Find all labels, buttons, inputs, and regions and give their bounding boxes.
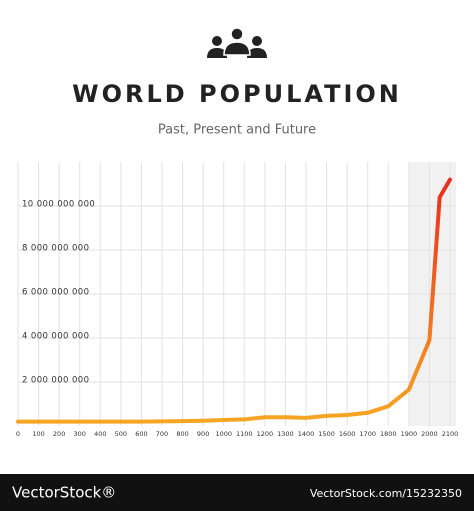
x-tick-label: 800 <box>176 430 188 438</box>
y-tick-label: 2 000 000 000 <box>22 376 89 386</box>
x-tick-label: 1300 <box>277 430 294 438</box>
x-tick-label: 200 <box>53 430 65 438</box>
y-tick-label: 4 000 000 000 <box>22 332 89 342</box>
x-tick-label: 1200 <box>257 430 274 438</box>
y-tick-label: 6 000 000 000 <box>22 288 89 298</box>
x-tick-label: 1700 <box>359 430 376 438</box>
chart-title: WORLD POPULATION <box>72 80 402 108</box>
x-tick-label: 600 <box>135 430 147 438</box>
x-tick-label: 1600 <box>339 430 356 438</box>
x-tick-label: 500 <box>115 430 127 438</box>
x-tick-label: 100 <box>32 430 44 438</box>
y-tick-label: 8 000 000 000 <box>22 244 89 254</box>
population-line <box>16 177 452 424</box>
x-tick-label: 1000 <box>215 430 232 438</box>
x-tick-label: 700 <box>156 430 168 438</box>
x-tick-label: 2100 <box>442 430 459 438</box>
watermark-bar <box>0 474 474 511</box>
y-tick-label: 10 000 000 000 <box>22 200 95 210</box>
people-icon <box>207 27 267 58</box>
watermark-id: VectorStock.com/15232350 <box>310 487 462 500</box>
x-tick-label: 400 <box>94 430 106 438</box>
chart-subtitle: Past, Present and Future <box>158 123 316 138</box>
x-tick-label: 2000 <box>421 430 438 438</box>
x-tick-label: 900 <box>197 430 209 438</box>
x-tick-label: 1100 <box>236 430 253 438</box>
x-tick-label: 300 <box>74 430 86 438</box>
x-tick-label: 1800 <box>380 430 397 438</box>
x-tick-label: 1400 <box>298 430 315 438</box>
x-tick-label: 1900 <box>401 430 418 438</box>
x-tick-label: 0 <box>16 430 20 438</box>
x-tick-label: 1500 <box>318 430 335 438</box>
watermark-brand: VectorStock® <box>12 484 116 502</box>
